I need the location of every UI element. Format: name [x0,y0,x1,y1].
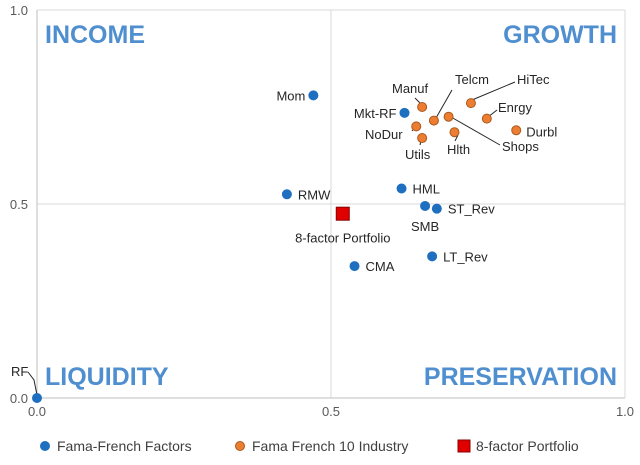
y-tick-label: 0.5 [10,197,28,212]
point-label-smb: SMB [411,219,439,234]
industry-point-enrgy [481,113,492,124]
point-label-hitec: HiTec [517,72,550,87]
point-label-nodur: NoDur [365,127,403,142]
point-label-rf: RF [11,364,28,379]
quadrant-label-preservation: PRESERVATION [424,363,617,391]
portfolio-point-8-factor-portfolio [335,206,350,221]
factor-point-st-rev [431,203,442,214]
legend-label-industry: Fama French 10 Industry [252,438,408,454]
legend-marker-industry [235,441,245,451]
leader-line-telcm [435,89,453,119]
industry-point-shops [443,111,454,122]
point-label-enrgy: Enrgy [498,100,532,115]
point-label-cma: CMA [366,259,395,274]
factor-point-mom [308,90,319,101]
quadrant-label-liquidity: LIQUIDITY [45,363,169,391]
factor-point-cma [349,261,360,272]
industry-point-utils [417,133,428,144]
point-label-durbl: Durbl [526,124,557,139]
point-label-hlth: Hlth [447,142,470,157]
industry-point-durbl [511,125,522,136]
point-label-hml: HML [413,181,440,196]
y-tick-label: 0.0 [10,391,28,406]
point-label-mkt-rf: Mkt-RF [354,106,397,121]
legend-label-portfolio: 8-factor Portfolio [476,438,579,454]
y-tick-label: 1.0 [10,3,28,18]
factor-point-rf [32,393,42,403]
x-tick-label: 1.0 [616,404,634,419]
industry-point-manuf [417,102,428,112]
factor-point-rmw [281,189,292,200]
point-label-shops: Shops [502,139,539,154]
factor-point-smb [420,200,431,211]
point-label-st-rev: ST_Rev [448,202,495,217]
industry-point-telcm [428,115,439,126]
legend-label-factor: Fama-French Factors [57,438,192,454]
legend-marker-portfolio [457,439,471,453]
factor-point-mkt-rf [399,107,410,118]
quadrant-label-income: INCOME [45,21,145,49]
leader-line-manuf [414,97,421,104]
factor-point-lt-rev [427,251,438,262]
point-label-telcm: Telcm [455,72,489,87]
point-label-lt-rev: LT_Rev [443,249,488,264]
factor-point-hml [396,183,407,194]
point-label-8-factor-portfolio: 8-factor Portfolio [295,231,390,246]
x-tick-label: 0.5 [322,404,340,419]
point-label-mom: Mom [276,88,305,103]
leader-line-shops [450,116,501,146]
point-label-rmw: RMW [298,187,331,202]
point-label-utils: Utils [405,147,431,162]
leader-line-rf [27,371,38,396]
industry-point-nodur [411,121,422,132]
x-tick-label: 0.0 [28,404,46,419]
quadrant-label-growth: GROWTH [503,21,617,49]
point-label-manuf: Manuf [392,81,429,96]
industry-point-hitec [465,98,476,109]
leader-line-hitec [471,81,516,101]
legend-marker-factor [40,441,50,451]
industry-point-hlth [449,127,460,138]
